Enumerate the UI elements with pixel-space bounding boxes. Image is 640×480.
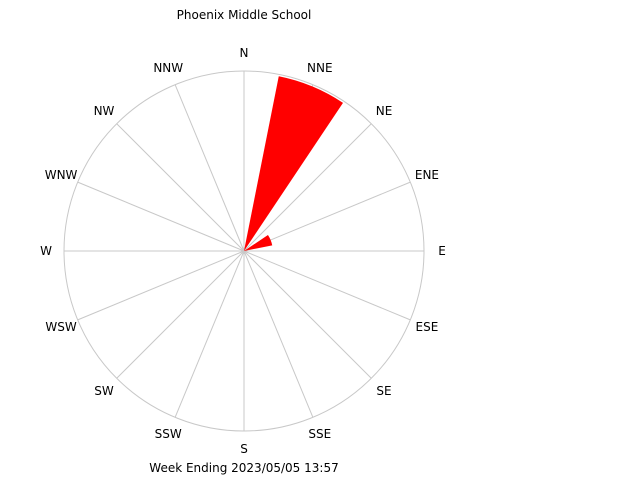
petals bbox=[244, 76, 343, 251]
direction-label-se: SE bbox=[376, 384, 391, 398]
spoke-wsw bbox=[77, 250, 245, 321]
direction-label-nne: NNE bbox=[307, 61, 333, 75]
direction-label-nnw: NNW bbox=[153, 61, 183, 75]
direction-label-nw: NW bbox=[94, 104, 115, 118]
direction-label-wnw: WNW bbox=[45, 168, 78, 182]
direction-label-ene: ENE bbox=[415, 168, 439, 182]
spoke-nnw bbox=[174, 84, 245, 252]
spoke-ese bbox=[243, 250, 411, 321]
spoke-ne bbox=[243, 123, 372, 252]
spoke-nw bbox=[116, 123, 245, 252]
grid bbox=[63, 70, 425, 432]
direction-labels: N NNE NE ENE E ESE SE SSE S SSW SW WSW W WNW NW NNW bbox=[40, 46, 446, 456]
direction-label-ssw: SSW bbox=[155, 427, 182, 441]
direction-label-e: E bbox=[438, 244, 446, 258]
direction-label-n: N bbox=[240, 46, 249, 60]
direction-label-ne: NE bbox=[376, 104, 393, 118]
chart-subtitle: Week Ending 2023/05/05 13:57 bbox=[149, 461, 338, 475]
direction-label-ese: ESE bbox=[416, 320, 439, 334]
petal-ene bbox=[244, 235, 273, 251]
direction-label-sw: SW bbox=[94, 384, 114, 398]
spoke-sse bbox=[243, 250, 314, 418]
chart-title: Phoenix Middle School bbox=[177, 8, 312, 22]
spoke-se bbox=[243, 250, 372, 379]
spoke-wnw bbox=[77, 181, 245, 252]
spoke-ssw bbox=[174, 250, 245, 418]
spoke-ene bbox=[243, 181, 411, 252]
direction-label-wsw: WSW bbox=[45, 320, 76, 334]
petal-nne bbox=[244, 76, 343, 251]
spoke-sw bbox=[116, 250, 245, 379]
direction-label-s: S bbox=[240, 442, 248, 456]
direction-label-sse: SSE bbox=[308, 427, 331, 441]
direction-label-w: W bbox=[40, 244, 52, 258]
